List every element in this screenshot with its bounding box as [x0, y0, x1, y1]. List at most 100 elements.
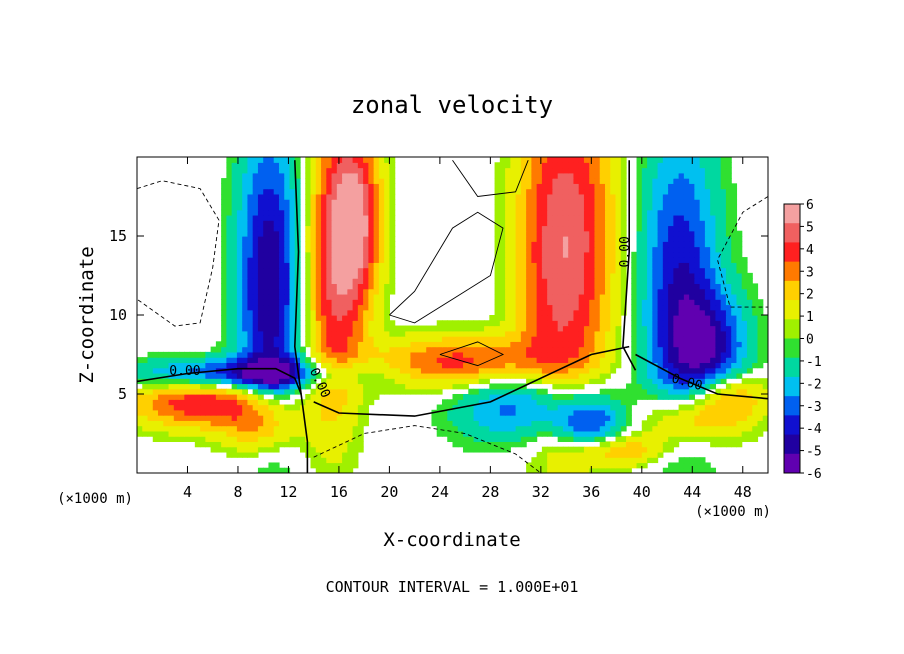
field-cell — [252, 299, 259, 306]
field-cell — [552, 272, 559, 279]
field-cell — [720, 336, 727, 342]
field-cell — [394, 388, 401, 395]
field-cell — [689, 357, 695, 363]
field-cell — [278, 362, 285, 369]
field-cell — [315, 346, 322, 353]
field-cell — [573, 162, 580, 169]
field-cell — [694, 325, 701, 332]
field-cell — [599, 272, 606, 279]
field-cell — [242, 172, 249, 179]
field-cell — [294, 346, 301, 353]
field-cell — [636, 388, 643, 395]
field-cell — [331, 420, 338, 427]
field-cell — [725, 262, 732, 269]
field-cell — [352, 209, 359, 216]
field-cell — [647, 357, 653, 363]
field-cell — [578, 430, 585, 437]
field-cell — [604, 404, 611, 411]
field-cell — [510, 404, 517, 411]
field-cell — [636, 372, 643, 379]
field-cell — [704, 262, 711, 269]
field-cell — [310, 199, 317, 205]
field-cell — [499, 172, 506, 179]
field-cell — [336, 367, 343, 374]
field-cell — [673, 214, 680, 221]
field-cell — [457, 325, 464, 332]
field-cell — [589, 172, 596, 179]
field-cell — [236, 362, 243, 369]
field-cell — [389, 246, 396, 253]
field-cell — [652, 336, 659, 342]
field-cell — [357, 236, 364, 242]
field-cell — [310, 394, 317, 400]
field-cell — [347, 372, 354, 379]
field-cell — [536, 362, 543, 369]
field-cell — [489, 394, 496, 400]
field-cell — [689, 388, 695, 395]
field-cell — [589, 330, 596, 337]
field-cell — [352, 357, 359, 363]
field-cell — [604, 241, 611, 248]
field-cell — [263, 272, 270, 279]
field-cell — [315, 399, 322, 406]
field-cell — [710, 220, 717, 227]
field-cell — [731, 193, 738, 200]
field-cell — [720, 404, 727, 411]
field-cell — [457, 362, 464, 369]
field-cell — [152, 362, 159, 369]
field-cell — [247, 262, 254, 269]
field-cell — [531, 204, 538, 211]
field-cell — [557, 330, 564, 337]
field-cell — [505, 193, 511, 200]
field-cell — [305, 367, 312, 374]
field-cell — [457, 425, 464, 432]
field-cell — [457, 367, 464, 374]
field-cell — [689, 420, 695, 427]
field-cell — [321, 467, 327, 473]
field-cell — [431, 351, 438, 358]
field-cell — [463, 341, 469, 348]
field-cell — [568, 167, 575, 174]
field-cell — [342, 351, 348, 358]
field-cell — [752, 357, 759, 363]
field-cell — [384, 199, 390, 205]
field-cell — [494, 315, 501, 321]
field-cell — [278, 299, 285, 306]
field-cell — [547, 172, 554, 179]
field-cell — [526, 214, 532, 221]
field-cell — [647, 172, 653, 179]
field-cell — [499, 430, 506, 437]
field-cell — [263, 441, 270, 448]
field-cell — [520, 199, 527, 205]
field-cell — [347, 378, 354, 385]
field-cell — [221, 336, 227, 342]
field-cell — [252, 330, 259, 337]
field-cell — [673, 346, 680, 353]
field-cell — [431, 420, 438, 427]
field-cell — [715, 220, 722, 227]
field-cell — [752, 351, 759, 358]
field-cell — [583, 351, 590, 358]
field-cell — [657, 415, 664, 421]
field-cell — [557, 257, 564, 263]
field-cell — [573, 278, 580, 284]
field-cell — [226, 278, 233, 284]
field-cell — [610, 172, 617, 179]
field-cell — [310, 367, 317, 374]
field-cell — [194, 436, 201, 442]
field-cell — [431, 357, 438, 363]
field-cell — [531, 388, 538, 395]
field-cell — [478, 441, 485, 448]
field-cell — [357, 336, 364, 342]
field-cell — [247, 446, 254, 453]
field-cell — [363, 304, 369, 311]
field-cell — [578, 241, 585, 248]
field-cell — [515, 430, 522, 437]
field-cell — [373, 193, 380, 200]
field-cell — [231, 357, 238, 363]
field-cell — [384, 188, 390, 195]
field-cell — [578, 236, 585, 242]
field-cell — [694, 299, 701, 306]
field-cell — [568, 399, 575, 406]
field-cell — [536, 214, 543, 221]
